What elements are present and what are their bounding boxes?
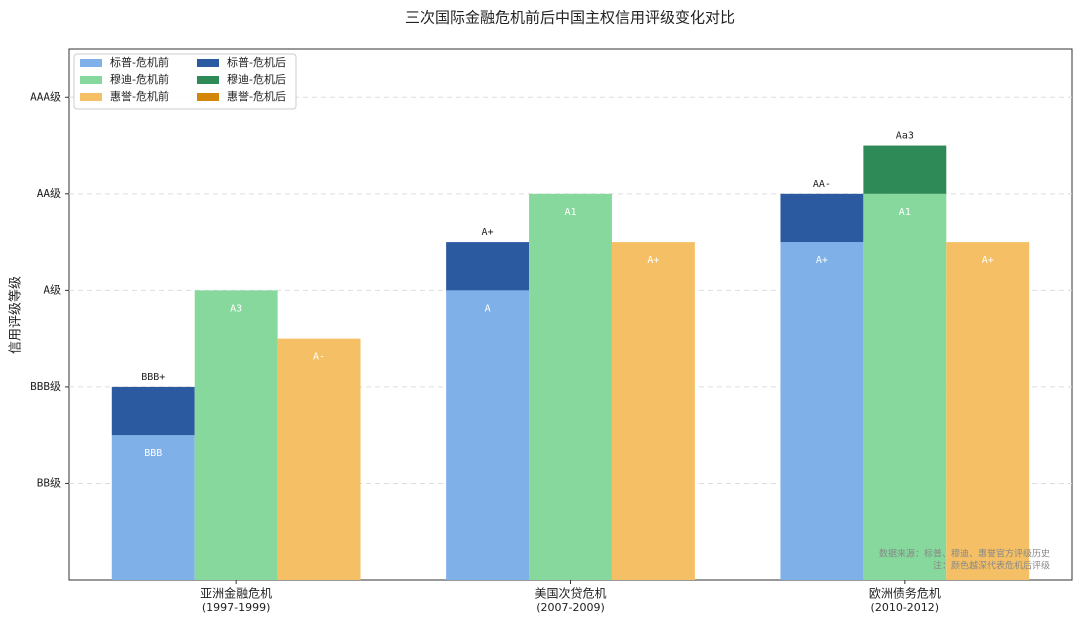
legend-swatch bbox=[197, 93, 219, 101]
value-label: BBB bbox=[144, 448, 162, 459]
x-tick-sublabel: (2007-2009) bbox=[536, 601, 605, 614]
legend-label: 穆迪-危机前 bbox=[110, 72, 169, 86]
value-label: A3 bbox=[230, 303, 242, 314]
value-label: A+ bbox=[647, 255, 659, 266]
value-label: A- bbox=[313, 352, 325, 363]
x-tick-label: 欧洲债务危机 bbox=[869, 586, 941, 601]
value-label: BBB+ bbox=[141, 372, 165, 383]
value-label: A+ bbox=[816, 255, 828, 266]
bar-before bbox=[780, 242, 864, 580]
value-label: A+ bbox=[482, 227, 494, 238]
value-label: Aa3 bbox=[896, 131, 914, 142]
bar-before bbox=[611, 242, 695, 580]
bar-before bbox=[863, 193, 947, 580]
value-label: A1 bbox=[564, 207, 576, 218]
bar-after bbox=[111, 386, 195, 436]
bar-after bbox=[446, 242, 530, 291]
y-axis-label: 信用评级等级 bbox=[8, 276, 24, 354]
value-label: A+ bbox=[982, 255, 994, 266]
annotation: 注：颜色越深代表危机后评级 bbox=[933, 560, 1050, 572]
bar-before bbox=[277, 338, 361, 580]
legend-swatch bbox=[197, 59, 219, 67]
bar-before bbox=[946, 242, 1030, 580]
bar-before bbox=[194, 290, 278, 580]
y-tick-label: BBB级 bbox=[30, 380, 61, 393]
legend-label: 穆迪-危机后 bbox=[227, 72, 286, 86]
bar-before bbox=[529, 193, 612, 580]
x-tick-sublabel: (2010-2012) bbox=[871, 601, 940, 614]
legend-swatch bbox=[197, 76, 219, 84]
value-label: AA- bbox=[813, 179, 831, 190]
bar-before bbox=[111, 435, 195, 580]
chart-title: 三次国际金融危机前后中国主权信用评级变化对比 bbox=[405, 9, 735, 27]
legend-label: 惠誉-危机后 bbox=[227, 89, 286, 103]
annotation: 数据来源：标普、穆迪、惠誉官方评级历史 bbox=[879, 548, 1050, 560]
bar-before bbox=[446, 290, 530, 580]
legend-swatch bbox=[80, 93, 102, 101]
legend-label: 标普-危机后 bbox=[227, 55, 286, 69]
x-tick-label: 亚洲金融危机 bbox=[200, 586, 272, 601]
legend-label: 标普-危机前 bbox=[110, 55, 169, 69]
y-tick-label: AAA级 bbox=[30, 90, 61, 103]
value-label: A bbox=[485, 303, 491, 314]
legend-swatch bbox=[80, 76, 102, 84]
bar-after bbox=[863, 145, 947, 194]
value-label: A1 bbox=[899, 207, 911, 218]
legend-label: 惠誉-危机前 bbox=[110, 89, 169, 103]
legend-box bbox=[73, 53, 297, 110]
y-tick-label: BB级 bbox=[37, 476, 61, 489]
legend-swatch bbox=[80, 59, 102, 67]
x-tick-sublabel: (1997-1999) bbox=[202, 601, 271, 614]
x-tick-label: 美国次贷危机 bbox=[534, 587, 606, 601]
bar-after bbox=[780, 193, 864, 243]
y-tick-label: AA级 bbox=[37, 187, 61, 200]
y-tick-label: A级 bbox=[43, 283, 61, 296]
